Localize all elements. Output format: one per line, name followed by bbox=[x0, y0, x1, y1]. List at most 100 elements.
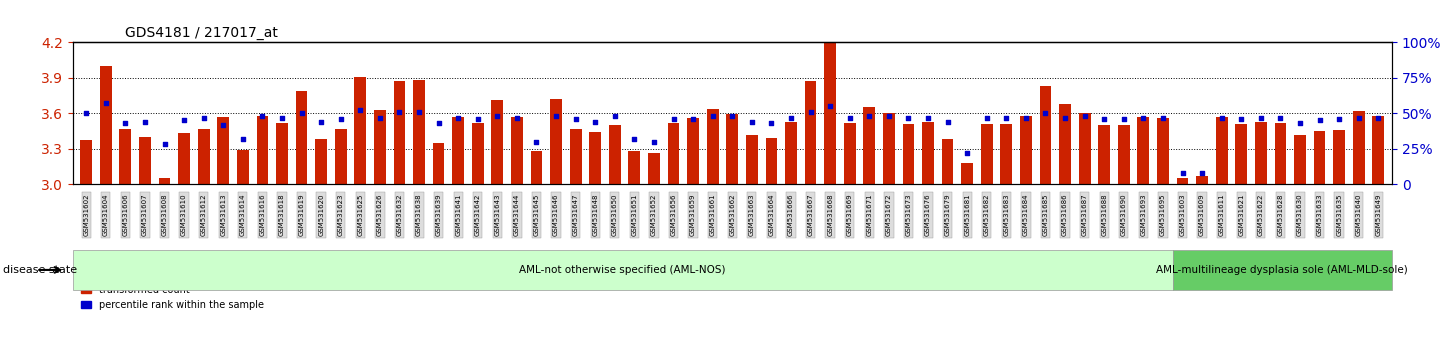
Bar bbox=[1079, 113, 1090, 184]
Bar bbox=[941, 139, 954, 184]
Point bbox=[426, 120, 450, 126]
Bar bbox=[335, 129, 347, 184]
Point bbox=[564, 116, 587, 122]
Point bbox=[407, 109, 431, 115]
Point bbox=[387, 109, 410, 115]
Bar bbox=[1372, 116, 1385, 184]
Point bbox=[1250, 115, 1273, 120]
Bar bbox=[100, 66, 112, 184]
Bar bbox=[492, 100, 503, 184]
Point bbox=[1367, 115, 1391, 120]
Point bbox=[721, 113, 744, 119]
Bar bbox=[315, 139, 328, 184]
Bar bbox=[1176, 178, 1189, 184]
Bar bbox=[648, 153, 660, 184]
Bar bbox=[1235, 124, 1247, 184]
Point bbox=[583, 119, 606, 125]
Bar bbox=[1157, 118, 1169, 184]
Bar bbox=[119, 129, 132, 184]
Point bbox=[251, 113, 274, 119]
Point bbox=[505, 115, 528, 120]
Point bbox=[1211, 115, 1234, 120]
Text: AML-multilineage dysplasia sole (AML-MLD-sole): AML-multilineage dysplasia sole (AML-MLD… bbox=[1157, 265, 1408, 275]
Point bbox=[1230, 116, 1253, 122]
Point bbox=[447, 115, 470, 120]
Point bbox=[780, 115, 803, 120]
Bar bbox=[667, 123, 680, 184]
Point bbox=[877, 113, 900, 119]
Bar bbox=[1215, 117, 1228, 184]
Point bbox=[1034, 110, 1057, 116]
Bar bbox=[197, 129, 210, 184]
Bar bbox=[276, 123, 289, 184]
Bar bbox=[863, 107, 876, 184]
Point bbox=[916, 115, 940, 120]
Legend: transformed count, percentile rank within the sample: transformed count, percentile rank withi… bbox=[77, 281, 268, 314]
Bar bbox=[236, 150, 249, 184]
Bar bbox=[589, 132, 602, 184]
Point bbox=[329, 116, 352, 122]
Bar bbox=[824, 40, 837, 184]
Bar bbox=[805, 81, 816, 184]
Bar bbox=[628, 151, 641, 184]
Bar bbox=[510, 117, 523, 184]
Point bbox=[94, 101, 117, 106]
Point bbox=[465, 116, 489, 122]
Point bbox=[995, 115, 1018, 120]
Bar bbox=[961, 163, 973, 184]
Bar bbox=[844, 123, 856, 184]
Point bbox=[231, 136, 254, 142]
Point bbox=[1269, 115, 1292, 120]
Bar bbox=[139, 137, 151, 184]
Point bbox=[212, 122, 235, 127]
Bar bbox=[609, 125, 621, 184]
Point bbox=[74, 110, 97, 116]
Point bbox=[700, 113, 724, 119]
Bar bbox=[178, 133, 190, 184]
Bar bbox=[158, 178, 171, 184]
Bar bbox=[922, 121, 934, 184]
Point bbox=[113, 120, 136, 126]
Text: GDS4181 / 217017_at: GDS4181 / 217017_at bbox=[125, 26, 278, 40]
Bar bbox=[452, 117, 464, 184]
Bar bbox=[687, 118, 699, 184]
Point bbox=[1347, 115, 1370, 120]
Point bbox=[191, 115, 215, 120]
Bar bbox=[1040, 86, 1051, 184]
Point bbox=[309, 119, 332, 125]
Bar bbox=[766, 138, 777, 184]
Bar bbox=[80, 141, 93, 184]
Point bbox=[1308, 118, 1331, 123]
Point bbox=[525, 139, 548, 144]
Bar bbox=[784, 121, 798, 184]
Bar bbox=[550, 99, 563, 184]
Point bbox=[173, 118, 196, 123]
Bar bbox=[570, 129, 581, 184]
Point bbox=[799, 109, 822, 115]
Point bbox=[1289, 120, 1312, 126]
Bar bbox=[1333, 130, 1346, 184]
Point bbox=[1328, 116, 1351, 122]
Bar bbox=[218, 117, 229, 184]
Bar bbox=[1058, 104, 1072, 184]
Text: AML-not otherwise specified (AML-NOS): AML-not otherwise specified (AML-NOS) bbox=[519, 265, 726, 275]
Point bbox=[152, 142, 175, 147]
Bar bbox=[1019, 116, 1032, 184]
Bar bbox=[902, 124, 915, 184]
Bar bbox=[726, 114, 738, 184]
Bar bbox=[393, 81, 406, 184]
Point bbox=[1190, 170, 1214, 176]
Bar bbox=[354, 77, 367, 184]
Point bbox=[622, 136, 645, 142]
Bar bbox=[745, 135, 758, 184]
Point bbox=[858, 113, 882, 119]
Bar bbox=[471, 123, 484, 184]
Point bbox=[133, 119, 157, 125]
Text: disease state: disease state bbox=[3, 265, 77, 275]
Point bbox=[348, 108, 371, 113]
Bar bbox=[1196, 176, 1208, 184]
Point bbox=[838, 115, 861, 120]
Bar bbox=[1293, 135, 1306, 184]
Point bbox=[486, 113, 509, 119]
Bar bbox=[374, 110, 386, 184]
